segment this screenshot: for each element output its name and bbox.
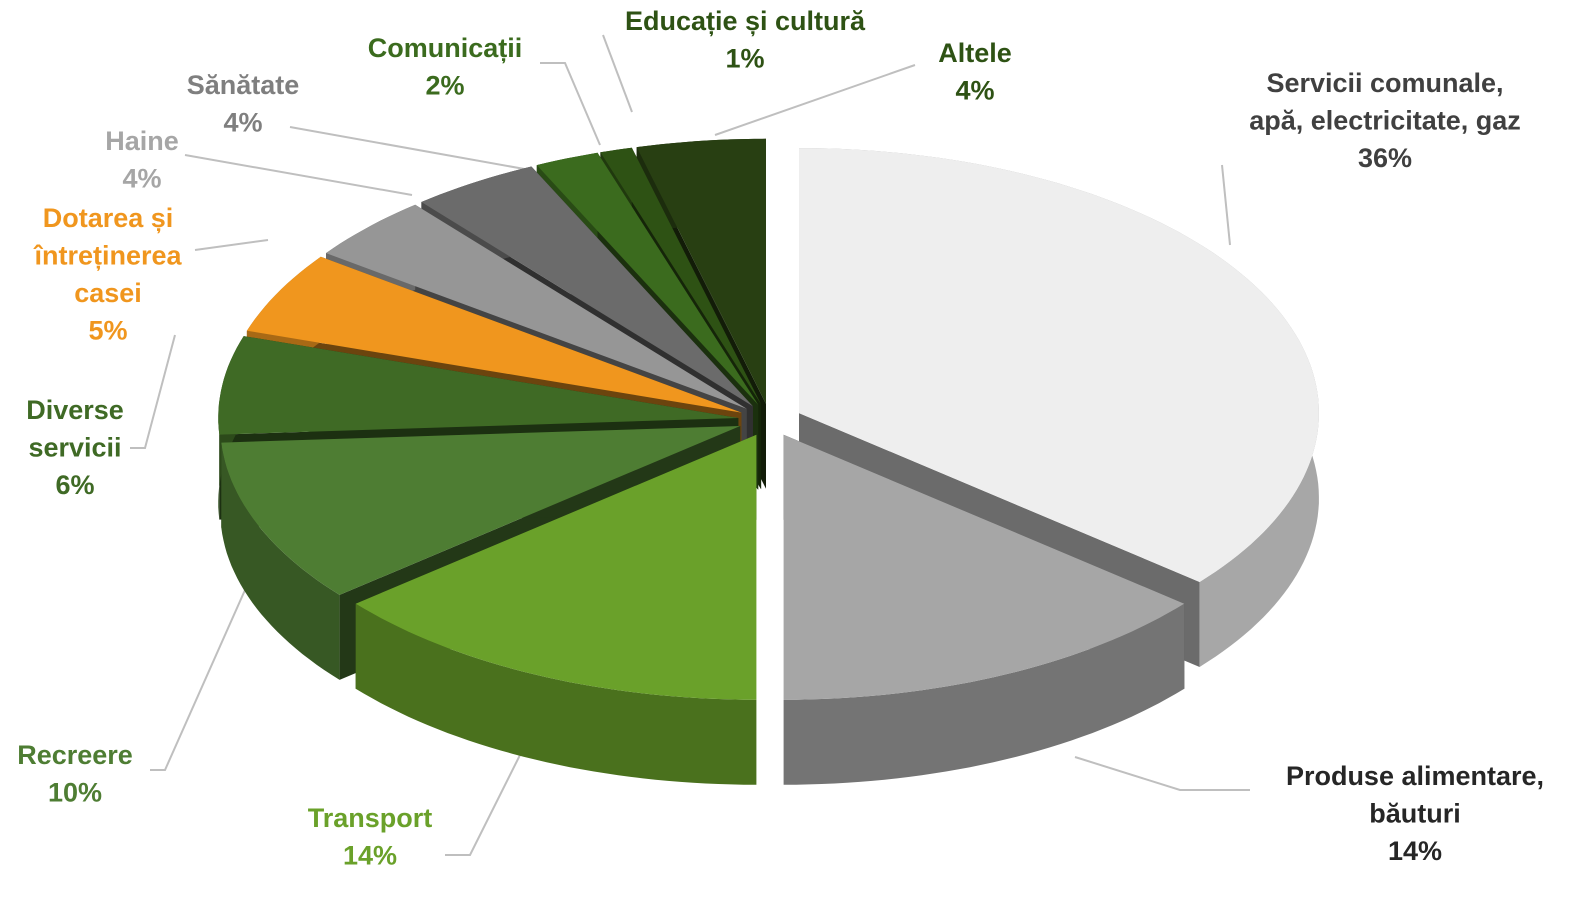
data-label-name: Transport <box>308 803 433 833</box>
leader-line <box>602 34 633 113</box>
slice-side <box>355 603 757 785</box>
leader-line <box>150 589 246 771</box>
slice-top <box>783 434 1185 700</box>
data-label-name: Haine <box>105 126 179 156</box>
data-label-name: Educație și cultură <box>625 6 866 36</box>
data-label-name: Diverse servicii <box>26 395 124 463</box>
data-label-value: 14% <box>343 841 397 871</box>
leader-line <box>130 334 176 449</box>
data-label-value: 36% <box>1358 143 1412 173</box>
data-label-name: Dotarea și întreținerea casei <box>32 203 182 308</box>
slice-top <box>636 138 766 404</box>
data-label-value: 4% <box>955 76 994 106</box>
slice-top <box>218 336 739 435</box>
data-label-value: 2% <box>425 71 464 101</box>
data-label-value: 5% <box>88 316 127 346</box>
leader-lines <box>130 34 1250 856</box>
data-label-name: Altele <box>938 38 1012 68</box>
leader-line <box>445 754 521 856</box>
data-label-name: Recreere <box>17 740 133 770</box>
data-label-value: 4% <box>122 164 161 194</box>
slice-top <box>799 148 1319 582</box>
slice-top <box>221 426 741 595</box>
slice-side <box>783 603 1185 785</box>
leader-line <box>714 64 916 136</box>
data-label-value: 6% <box>55 470 94 500</box>
data-label-name: Servicii comunale, apă, electricitate, ga… <box>1249 68 1521 136</box>
slice-top <box>355 434 757 700</box>
slice-top <box>326 204 747 409</box>
slice-top <box>600 147 762 405</box>
slice <box>355 434 757 785</box>
data-label-value: 4% <box>223 108 262 138</box>
leader-line <box>289 126 531 171</box>
data-label-name: Comunicații <box>368 33 523 63</box>
slice <box>783 434 1185 785</box>
leader-line <box>1074 756 1250 791</box>
leader-line <box>194 239 269 251</box>
data-label-value: 14% <box>1388 836 1442 866</box>
slice-top <box>536 152 759 405</box>
slice-top <box>246 256 742 413</box>
slice-top <box>421 166 753 407</box>
slice-side <box>221 442 340 680</box>
data-label-name: Sănătate <box>187 70 300 100</box>
leader-line <box>1221 164 1231 246</box>
leader-line <box>540 62 601 146</box>
data-label-value: 1% <box>725 44 764 74</box>
data-label-name: Produse alimentare, băuturi <box>1286 761 1544 829</box>
data-label-value: 10% <box>48 778 102 808</box>
leader-line <box>184 154 413 196</box>
